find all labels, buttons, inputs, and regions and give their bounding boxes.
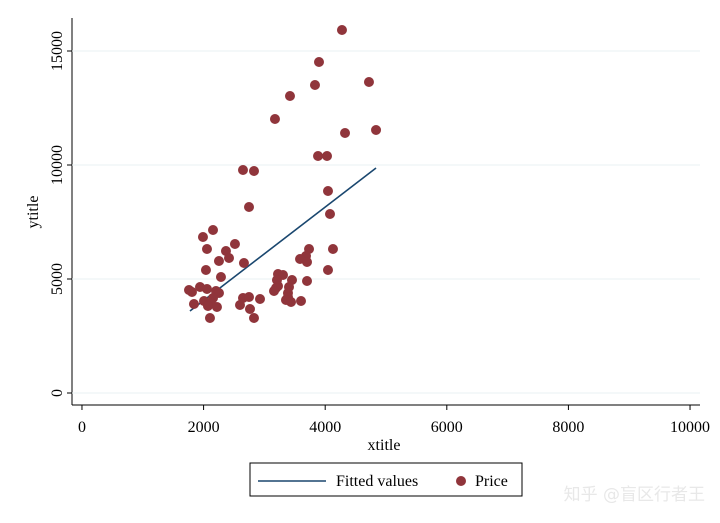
- point: [213, 256, 224, 267]
- x-tick-label: 6000: [431, 419, 463, 436]
- point: [238, 257, 249, 268]
- point: [244, 291, 255, 302]
- y-tick-label: 5000: [49, 263, 66, 295]
- x-tick-label: 4000: [309, 419, 341, 436]
- point: [186, 286, 197, 297]
- point: [244, 304, 255, 315]
- point: [371, 124, 382, 135]
- legend: [249, 462, 523, 497]
- point: [229, 239, 240, 250]
- point: [215, 271, 226, 282]
- point: [188, 298, 199, 309]
- point: [204, 313, 215, 324]
- point: [286, 297, 297, 308]
- point: [340, 127, 351, 138]
- point: [295, 296, 306, 307]
- point: [244, 201, 255, 212]
- x-tick-label: 2000: [188, 419, 220, 436]
- x-tick-label: 8000: [552, 419, 584, 436]
- legend-label: Price: [475, 473, 508, 490]
- point: [211, 302, 222, 313]
- point: [324, 208, 335, 219]
- point: [248, 165, 259, 176]
- x-tick-label: 10000: [670, 419, 710, 436]
- point: [202, 300, 213, 311]
- x-axis-title: xtitle: [368, 437, 401, 454]
- point: [197, 232, 208, 243]
- point: [322, 185, 333, 196]
- point: [313, 56, 324, 67]
- point: [363, 77, 374, 88]
- legend-key: [456, 476, 466, 486]
- point: [322, 264, 333, 275]
- point: [237, 164, 248, 175]
- y-tick-label: 0: [49, 389, 66, 397]
- point: [309, 79, 320, 90]
- point: [224, 253, 234, 264]
- x-tick-label: 0: [78, 419, 86, 436]
- point: [322, 150, 333, 161]
- legend-label: Fitted values: [336, 473, 418, 490]
- point: [255, 293, 266, 304]
- point: [327, 243, 338, 254]
- point: [269, 113, 280, 124]
- point: [268, 285, 279, 296]
- y-tick-label: 10000: [49, 145, 66, 185]
- y-tick-label: 15000: [49, 31, 66, 71]
- point: [302, 276, 313, 287]
- point: [284, 91, 295, 102]
- y-axis-title: ytitle: [25, 196, 42, 229]
- point: [313, 150, 324, 161]
- point: [302, 256, 313, 267]
- point: [200, 264, 211, 275]
- fitted-line: [189, 167, 377, 312]
- point: [235, 299, 246, 310]
- point: [336, 24, 347, 35]
- point: [208, 225, 219, 236]
- point: [201, 284, 212, 295]
- watermark: 知乎 @盲区行者王: [564, 485, 705, 505]
- point: [248, 313, 259, 324]
- point: [201, 243, 212, 254]
